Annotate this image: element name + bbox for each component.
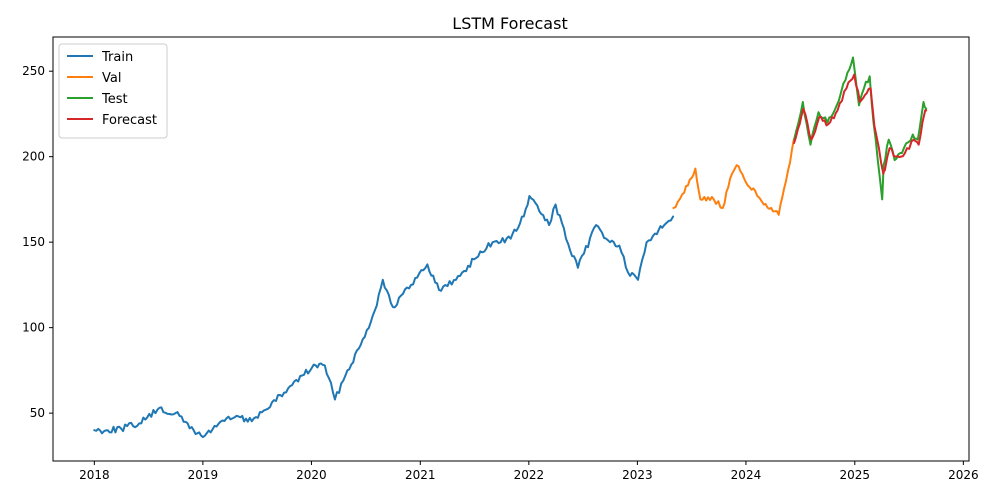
x-tick-label: 2023 bbox=[622, 468, 653, 482]
series-line-val bbox=[672, 138, 795, 216]
legend-label-val: Val bbox=[102, 71, 121, 86]
series-layer bbox=[93, 56, 928, 439]
legend-label-forecast: Forecast bbox=[102, 113, 157, 128]
x-tick-label: 2022 bbox=[514, 468, 545, 482]
y-axis: 50 100 150 200 250 bbox=[22, 64, 53, 420]
y-tick-label: 250 bbox=[22, 64, 45, 78]
series-line-test bbox=[793, 56, 928, 201]
y-tick-label: 200 bbox=[22, 150, 45, 164]
y-tick-label: 50 bbox=[30, 406, 45, 420]
series-line-forecast bbox=[793, 73, 928, 175]
legend-label-test: Test bbox=[101, 92, 128, 107]
y-tick-label: 100 bbox=[22, 321, 45, 335]
plot-area bbox=[52, 36, 970, 462]
legend-box bbox=[58, 43, 168, 139]
x-tick-label: 2025 bbox=[840, 468, 871, 482]
x-tick-label: 2021 bbox=[405, 468, 436, 482]
chart-title: LSTM Forecast bbox=[452, 14, 567, 33]
x-tick-label: 2019 bbox=[188, 468, 219, 482]
legend: Train Val Test Forecast bbox=[58, 43, 168, 139]
series-line-train bbox=[93, 195, 675, 439]
x-tick-label: 2024 bbox=[731, 468, 762, 482]
x-tick-label: 2020 bbox=[296, 468, 327, 482]
legend-label-train: Train bbox=[101, 50, 133, 65]
x-tick-label: 2026 bbox=[948, 468, 979, 482]
x-tick-label: 2018 bbox=[79, 468, 110, 482]
x-axis: 2018 2019 2020 2021 2022 2023 2024 2025 2026 bbox=[79, 461, 979, 482]
y-tick-label: 150 bbox=[22, 235, 45, 249]
